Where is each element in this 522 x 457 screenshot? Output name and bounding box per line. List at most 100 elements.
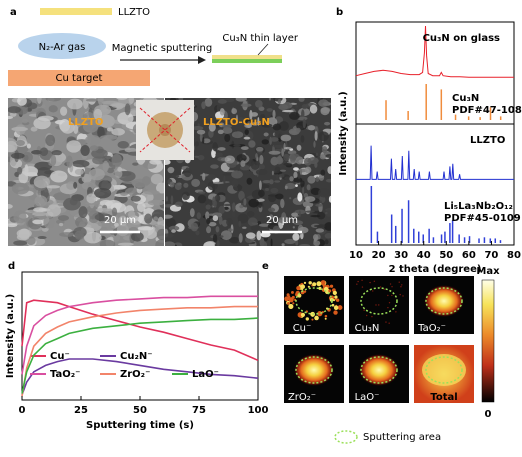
sem-grain [85, 165, 98, 169]
sem-grain [33, 207, 46, 213]
sem-grain [259, 180, 262, 190]
sem-grain [205, 211, 210, 220]
sem-grain [299, 244, 311, 246]
sem-grain [82, 120, 99, 133]
sem-grain [37, 98, 42, 104]
sem-grain [21, 152, 33, 163]
sem-grain [117, 242, 134, 246]
legend-label: LaO⁻ [192, 369, 219, 380]
sem-grain [281, 109, 294, 113]
x-tick-label: 50 [133, 405, 147, 416]
sem-grain [255, 99, 263, 108]
panel-label: d [8, 261, 15, 272]
map-blob [422, 354, 466, 386]
sem-grain [302, 118, 306, 129]
series-label: Li₅La₃Nb₂O₁₂ [444, 201, 513, 212]
sem-grain [307, 98, 316, 100]
map-speck [300, 312, 306, 317]
sem-grain [196, 129, 206, 135]
sem-grain [320, 169, 326, 176]
sem-grain [217, 147, 226, 151]
sem-grain [13, 240, 28, 246]
sem-grain [212, 234, 218, 243]
x-tick-label: 0 [19, 405, 26, 416]
sem-grain [85, 135, 101, 146]
sem-grain [261, 241, 268, 246]
sem-grain [30, 126, 38, 132]
sem-grain [60, 120, 75, 134]
sem-grain [8, 203, 13, 209]
llzto-label: LLZTO [118, 7, 150, 18]
sem-grain [26, 143, 32, 149]
sem-grain [218, 205, 226, 214]
sem-grain [111, 103, 127, 109]
x-tick-label: 75 [192, 405, 206, 416]
gas-cloud [18, 33, 106, 59]
sem-grain [118, 215, 128, 227]
map-speck [369, 281, 371, 284]
map-speck [383, 288, 385, 290]
map-speck [357, 280, 359, 283]
sputter-ring [360, 356, 398, 384]
sem-grain [156, 228, 164, 241]
sem-grain [268, 214, 274, 220]
sem-grain [248, 140, 256, 148]
sem-grain [75, 216, 88, 228]
sem-grain [313, 234, 319, 241]
sem-grain [220, 230, 232, 241]
sem-grain [58, 222, 64, 227]
sem-grain [197, 191, 206, 194]
sem-grain [238, 190, 245, 201]
sem-grain [206, 226, 212, 234]
sem-grain [201, 101, 206, 110]
sem-grain [132, 162, 139, 166]
sputter-ring [425, 287, 463, 315]
sem-grain [59, 232, 75, 237]
map-speck [333, 310, 338, 315]
sem-grain [284, 238, 296, 244]
sem-grain [17, 166, 23, 175]
sem-grain [255, 168, 268, 175]
sem-grain [251, 121, 259, 126]
map-speck [300, 284, 306, 289]
sem-grain [128, 210, 136, 219]
sem-grain [260, 114, 266, 120]
legend-label: Sputtering area [363, 432, 441, 443]
map-speck [324, 314, 328, 318]
sem-grain [147, 199, 164, 206]
process-label: Magnetic sputtering [112, 43, 212, 54]
sem-grain [275, 173, 279, 181]
sem-grain [283, 142, 286, 152]
sem-grain [306, 184, 311, 191]
map-label: ZrO₂⁻ [288, 392, 316, 403]
sem-grain [212, 215, 219, 222]
map-speck [365, 314, 368, 317]
sem-grain [22, 166, 39, 177]
sem-grain [208, 213, 215, 216]
sem-grain [231, 208, 236, 219]
x-tick-label: 20 [372, 250, 386, 261]
map-speck [308, 281, 312, 285]
map-label: Cu⁻ [293, 323, 312, 334]
sem-grain [304, 166, 312, 174]
sem-grain [48, 105, 58, 113]
map-speck [331, 303, 335, 307]
sem-grain [36, 166, 52, 179]
map-speck [303, 290, 307, 293]
sem-grain [80, 145, 90, 157]
map-speck [371, 315, 373, 318]
sem-grain [318, 99, 330, 107]
map-speck [335, 298, 340, 302]
map-speck [356, 283, 358, 285]
sem-grain [99, 199, 113, 207]
sem-grain [149, 159, 162, 165]
map-speck [375, 304, 377, 306]
sem-grain [277, 98, 282, 105]
x-tick-label: 10 [349, 250, 363, 261]
x-axis-title: Sputtering time (s) [86, 420, 194, 431]
sem-grain [208, 122, 216, 132]
sem-grain [111, 153, 122, 167]
sem-grain [293, 220, 304, 226]
sem-grain [318, 131, 329, 142]
sem-grain [131, 231, 144, 242]
